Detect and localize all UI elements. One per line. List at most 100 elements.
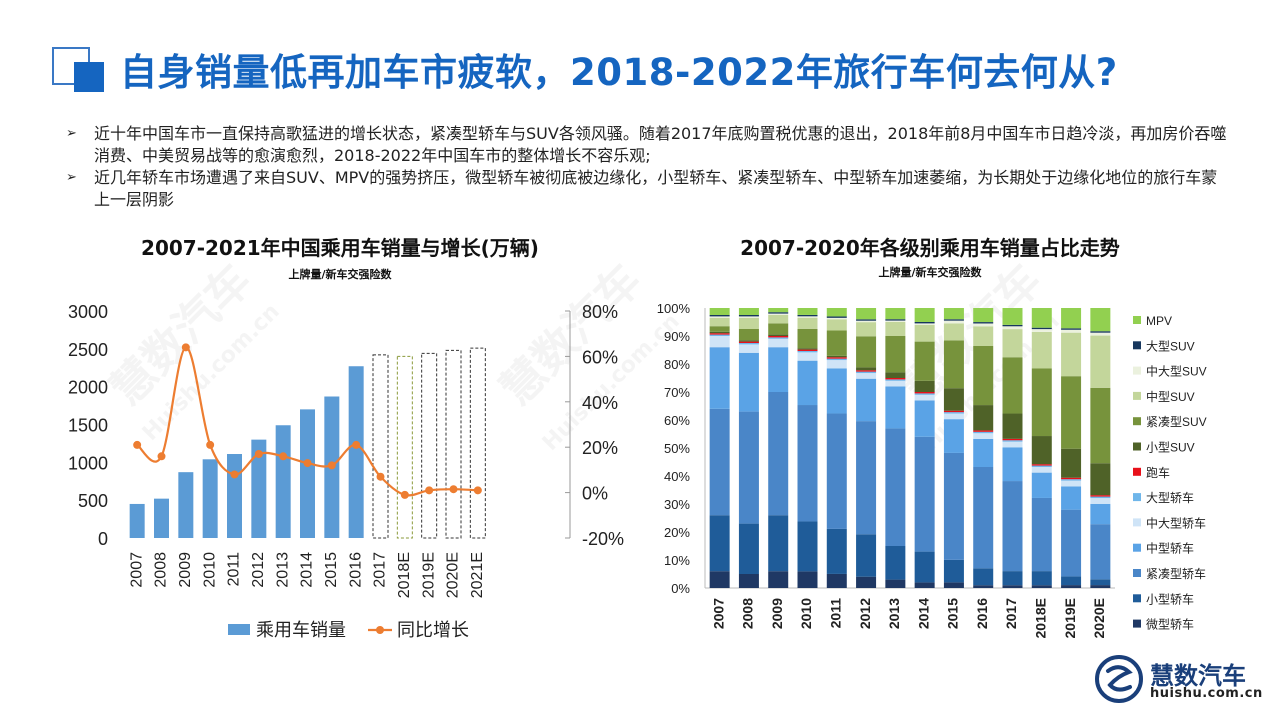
- stack-segment: [1031, 497, 1052, 572]
- stack-segment: [914, 392, 935, 394]
- stack-segment: [914, 436, 935, 552]
- stack-segment: [885, 428, 906, 546]
- stack-segment: [768, 392, 789, 516]
- sales-bar-forecast: [396, 355, 413, 539]
- stack-segment: [885, 308, 906, 320]
- stack-segment: [973, 322, 994, 324]
- page-title: 自身销量低再加车市疲软，2018-2022年旅行车何去何从?: [120, 51, 1118, 94]
- stack-segment: [1031, 464, 1052, 466]
- growth-point: [254, 450, 263, 459]
- y-left-tick-label: 2500: [68, 340, 108, 360]
- legend-label: 小型SUV: [1146, 441, 1195, 455]
- stack-segment: [885, 372, 906, 378]
- stack-segment: [768, 308, 789, 313]
- stack-segment: [1031, 571, 1052, 586]
- stack-segment: [1002, 308, 1023, 325]
- stack-segment: [738, 316, 759, 318]
- stack-segment: [973, 466, 994, 569]
- stack-segment: [914, 551, 935, 583]
- legend-swatch: [1133, 442, 1141, 451]
- stack-segment: [1002, 413, 1023, 439]
- stack-segment: [1090, 463, 1111, 496]
- stack-segment: [943, 412, 964, 414]
- stack-segment: [856, 322, 877, 337]
- x-tick-label: 2009: [177, 552, 194, 588]
- legend-swatch: [1133, 366, 1141, 375]
- brand-url: huishu.com.cn: [1150, 686, 1263, 701]
- stack-segment: [914, 400, 935, 437]
- stack-segment: [738, 344, 759, 353]
- y-tick-label: 40%: [664, 469, 690, 484]
- stack-segment: [738, 329, 759, 341]
- stack-segment: [943, 388, 964, 411]
- x-tick-label: 2020E: [1091, 598, 1107, 638]
- stack-segment: [797, 405, 818, 522]
- stack-segment: [768, 571, 789, 588]
- x-tick-label: 2018E: [396, 552, 413, 598]
- y-left-tick-label: 3000: [68, 302, 108, 322]
- legend-label: 小型轿车: [1146, 591, 1194, 606]
- stack-segment: [973, 433, 994, 439]
- stack-segment: [914, 394, 935, 401]
- stack-segment: [943, 419, 964, 453]
- legend-label: 中大型SUV: [1146, 364, 1207, 379]
- sales-bar: [275, 425, 291, 538]
- stack-segment: [709, 334, 730, 336]
- stack-segment: [885, 336, 906, 373]
- stack-segment: [768, 336, 789, 338]
- stack-segment: [1090, 524, 1111, 580]
- stack-segment: [914, 380, 935, 392]
- stack-segment: [973, 308, 994, 323]
- stack-segment: [768, 338, 789, 348]
- stack-segment: [914, 582, 935, 588]
- stack-segment: [1002, 438, 1023, 441]
- legend-marker-growth: [376, 626, 384, 634]
- stack-segment: [1090, 495, 1111, 497]
- stack-segment: [856, 336, 877, 368]
- sales-bar-forecast: [445, 349, 462, 539]
- x-tick-label: 2019E: [420, 552, 437, 598]
- growth-point: [206, 440, 215, 449]
- stack-segment: [973, 585, 994, 588]
- x-tick-label: 2021E: [469, 552, 486, 598]
- stack-segment: [885, 322, 906, 336]
- sales-bar: [251, 439, 267, 538]
- legend-swatch: [1133, 391, 1141, 400]
- growth-point: [376, 472, 385, 481]
- stack-segment: [1002, 324, 1023, 327]
- y-left-tick-label: 500: [78, 491, 108, 511]
- x-tick-label: 2008: [740, 598, 756, 629]
- stack-segment: [943, 582, 964, 588]
- stack-segment: [1090, 331, 1111, 333]
- y-left-tick-label: 1500: [68, 416, 108, 436]
- sales-bar: [348, 366, 364, 538]
- stack-segment: [1061, 585, 1082, 588]
- legend-label: 紧凑型轿车: [1146, 566, 1206, 581]
- legend-label: MPV: [1146, 314, 1172, 328]
- stack-segment: [1061, 509, 1082, 577]
- stack-segment: [1061, 576, 1082, 586]
- bullet-item: ➢ 近十年中国车市一直保持高歌猛进的增长状态，紧凑型轿车与SUV各领风骚。随着2…: [62, 123, 1232, 167]
- stack-segment: [1090, 498, 1111, 504]
- stack-segment: [1002, 329, 1023, 358]
- stack-segment: [973, 323, 994, 327]
- legend-swatch: [1133, 316, 1141, 324]
- legend-label: 跑车: [1146, 465, 1170, 480]
- stack-segment: [1031, 329, 1052, 332]
- sales-bar: [178, 472, 194, 538]
- stack-segment: [1061, 486, 1082, 510]
- stack-segment: [914, 322, 935, 324]
- stack-segment: [709, 515, 730, 572]
- stack-segment: [709, 308, 730, 315]
- growth-point: [327, 461, 336, 470]
- legend-label-sales: 乘用车销量: [256, 620, 346, 640]
- y-tick-label: 0%: [671, 581, 690, 596]
- arrow-bullet-icon: ➢: [66, 170, 77, 185]
- stack-segment: [826, 357, 847, 359]
- stack-segment: [856, 371, 877, 374]
- stack-segment: [943, 323, 964, 341]
- x-tick-label: 2015: [945, 598, 961, 629]
- x-tick-label: 2012: [250, 552, 267, 588]
- stack-segment: [943, 413, 964, 420]
